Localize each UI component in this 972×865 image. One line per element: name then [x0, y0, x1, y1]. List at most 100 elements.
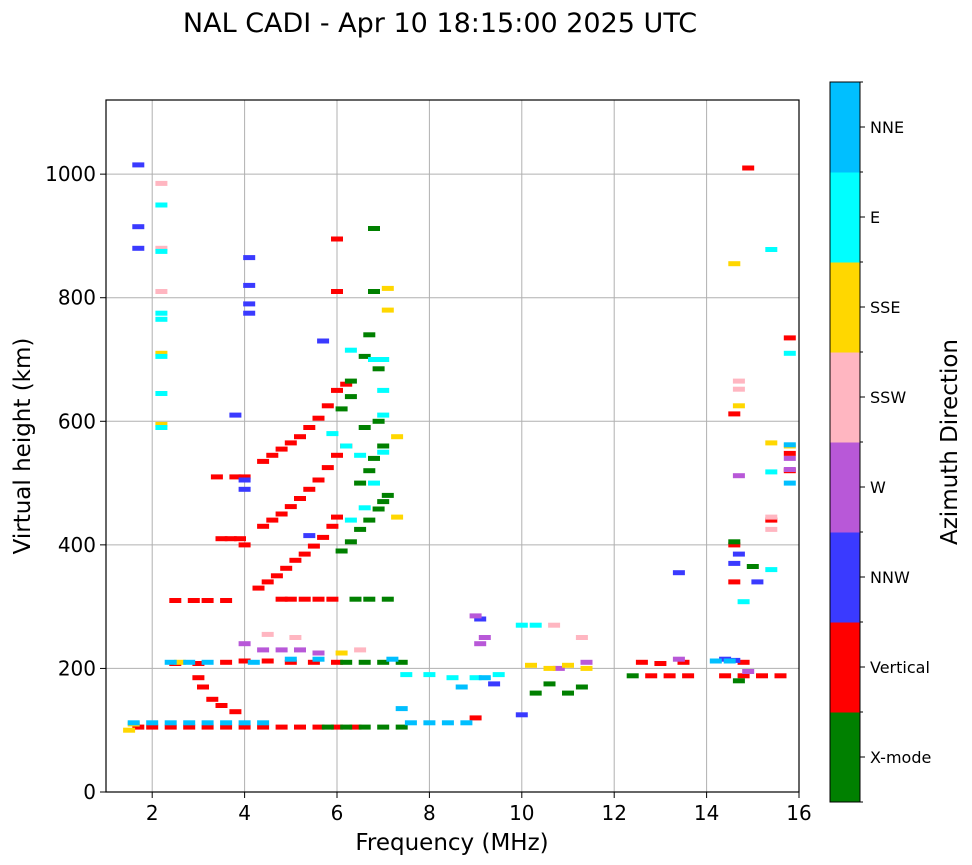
data-point — [164, 720, 177, 726]
y-tick-label: 800 — [58, 286, 96, 310]
data-point — [395, 724, 408, 730]
data-point — [742, 165, 755, 171]
data-point — [732, 678, 745, 684]
data-point — [132, 724, 145, 730]
data-point — [423, 720, 436, 726]
data-point — [765, 517, 778, 523]
data-point — [372, 366, 385, 372]
data-point — [723, 658, 736, 664]
grid — [106, 100, 800, 793]
data-point — [155, 350, 168, 356]
colorbar-swatch — [830, 532, 860, 623]
data-point — [294, 434, 306, 440]
data-point — [275, 647, 288, 653]
data-point — [312, 596, 325, 602]
series-nnw — [132, 162, 764, 718]
data-point — [756, 673, 768, 679]
data-point — [460, 720, 473, 726]
data-point — [183, 720, 196, 726]
data-point — [294, 647, 306, 653]
data-point — [455, 684, 468, 690]
data-point — [257, 647, 270, 653]
data-point — [728, 560, 741, 566]
data-point — [728, 542, 741, 548]
data-point — [331, 236, 343, 242]
data-point — [197, 684, 209, 690]
data-point — [391, 514, 404, 520]
data-point — [321, 724, 334, 730]
data-point — [386, 656, 399, 662]
data-point — [229, 709, 242, 715]
data-point — [331, 289, 343, 294]
data-point — [732, 551, 745, 557]
data-point — [728, 539, 741, 545]
data-point — [238, 658, 251, 664]
data-point — [224, 536, 237, 542]
data-point — [344, 347, 357, 353]
x-tick-label: 2 — [146, 801, 159, 825]
y-tick-label: 400 — [58, 533, 96, 557]
x-tick-label: 12 — [601, 801, 626, 825]
data-point — [312, 477, 325, 483]
data-point — [580, 665, 593, 671]
data-point — [677, 659, 690, 665]
y-axis-label: Virtual height (km) — [10, 338, 36, 555]
data-point — [543, 681, 556, 687]
data-point — [173, 659, 186, 665]
x-tick-label: 8 — [423, 801, 436, 825]
colorbar-swatch — [830, 172, 860, 263]
data-point — [238, 641, 251, 647]
data-point — [155, 180, 168, 186]
data-point — [732, 473, 745, 479]
data-point — [155, 310, 168, 316]
data-point — [765, 440, 778, 446]
data-point — [238, 474, 251, 480]
data-point — [709, 658, 722, 664]
data-point — [169, 598, 182, 603]
data-point — [229, 474, 242, 480]
data-point — [363, 332, 376, 338]
x-tick-label: 10 — [509, 801, 534, 825]
data-point — [257, 724, 270, 730]
data-point — [127, 720, 140, 726]
data-point — [192, 675, 205, 681]
colorbar-swatch — [830, 622, 860, 713]
data-point — [372, 506, 385, 512]
data-point — [247, 659, 260, 665]
data-point — [783, 350, 796, 356]
data-point — [243, 255, 256, 261]
data-point — [298, 551, 311, 557]
data-point — [441, 720, 454, 726]
data-point — [377, 724, 390, 730]
data-point — [344, 378, 357, 384]
data-point — [469, 715, 482, 721]
data-point — [201, 659, 214, 665]
data-point — [552, 665, 565, 671]
data-point — [289, 635, 302, 640]
colorbar-tick-label: W — [870, 478, 886, 497]
data-point — [132, 224, 145, 230]
data-point — [275, 446, 288, 452]
colorbar-tick-label: NNE — [870, 118, 904, 137]
data-point — [123, 727, 136, 733]
data-point — [303, 486, 316, 492]
x-tick-label: 14 — [694, 801, 719, 825]
data-point — [303, 533, 316, 539]
x-axis-label: Frequency (MHz) — [355, 830, 548, 856]
data-point — [469, 613, 482, 619]
data-point — [284, 656, 297, 662]
data-point — [326, 523, 339, 529]
data-point — [529, 622, 542, 628]
data-point — [201, 724, 214, 730]
data-point — [368, 357, 380, 362]
data-point — [672, 656, 685, 662]
colorbar-swatch — [830, 262, 860, 353]
data-point — [525, 662, 537, 668]
data-point — [220, 598, 233, 603]
y-axis-ticks: 0 200 400 600 800 1000 — [45, 162, 106, 804]
data-point — [187, 598, 200, 603]
data-point — [155, 391, 168, 396]
colorbar-swatch — [830, 442, 860, 533]
data-point — [284, 596, 297, 602]
